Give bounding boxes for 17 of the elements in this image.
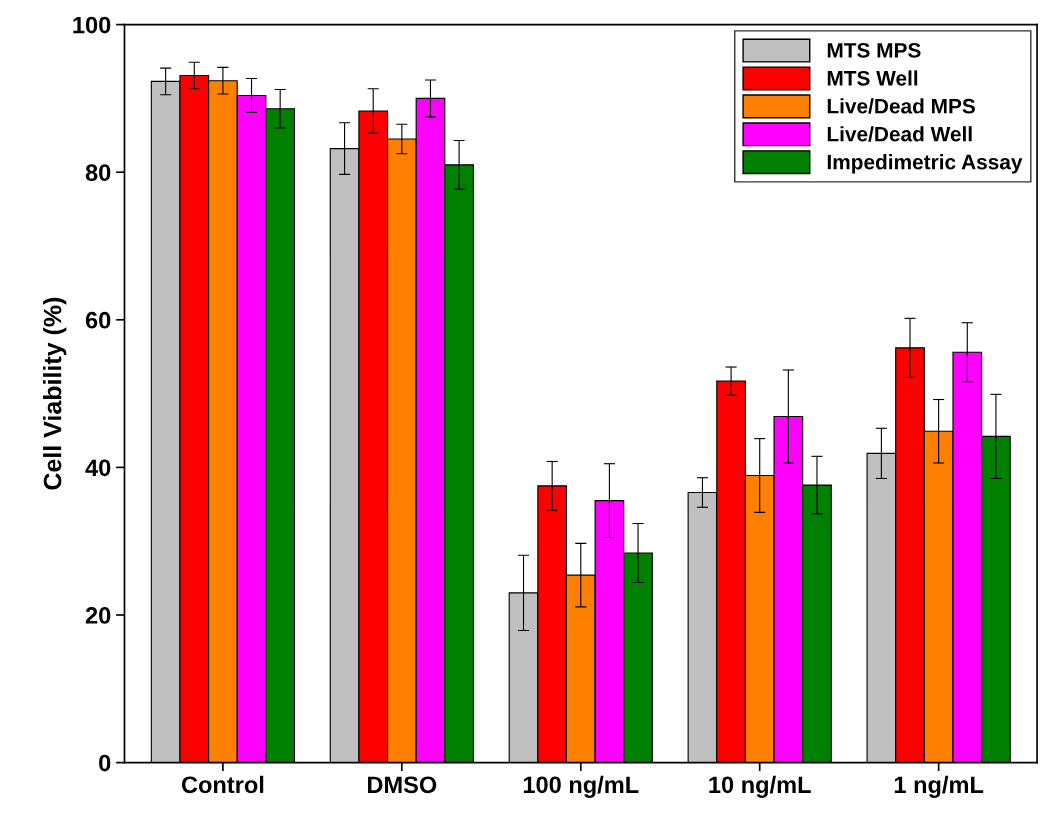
legend-label: MTS MPS <box>827 42 921 58</box>
y-tick-label: 80 <box>85 164 111 181</box>
y-axis-title: Cell Viability (%) <box>43 297 67 490</box>
y-tick-label: 20 <box>85 607 111 624</box>
x-tick-label: 10 ng/mL <box>709 775 811 798</box>
y-tick-label: 100 <box>73 16 111 34</box>
y-tick-label: 40 <box>85 459 111 477</box>
x-tick-label: 100 ng/mL <box>523 775 639 798</box>
x-tick-label: Control <box>181 775 264 794</box>
x-tick-label: 1 ng/mL <box>894 775 984 798</box>
legend-label: Live/Dead Well <box>827 126 972 142</box>
y-tick-label: 0 <box>99 754 111 772</box>
legend-label: MTS Well <box>827 70 918 86</box>
x-tick-label: DMSO <box>368 776 437 794</box>
legend-label: Live/Dead MPS <box>827 98 975 114</box>
legend-label: Impedimetric Assay <box>827 154 1023 174</box>
y-tick-label: 60 <box>85 311 111 329</box>
